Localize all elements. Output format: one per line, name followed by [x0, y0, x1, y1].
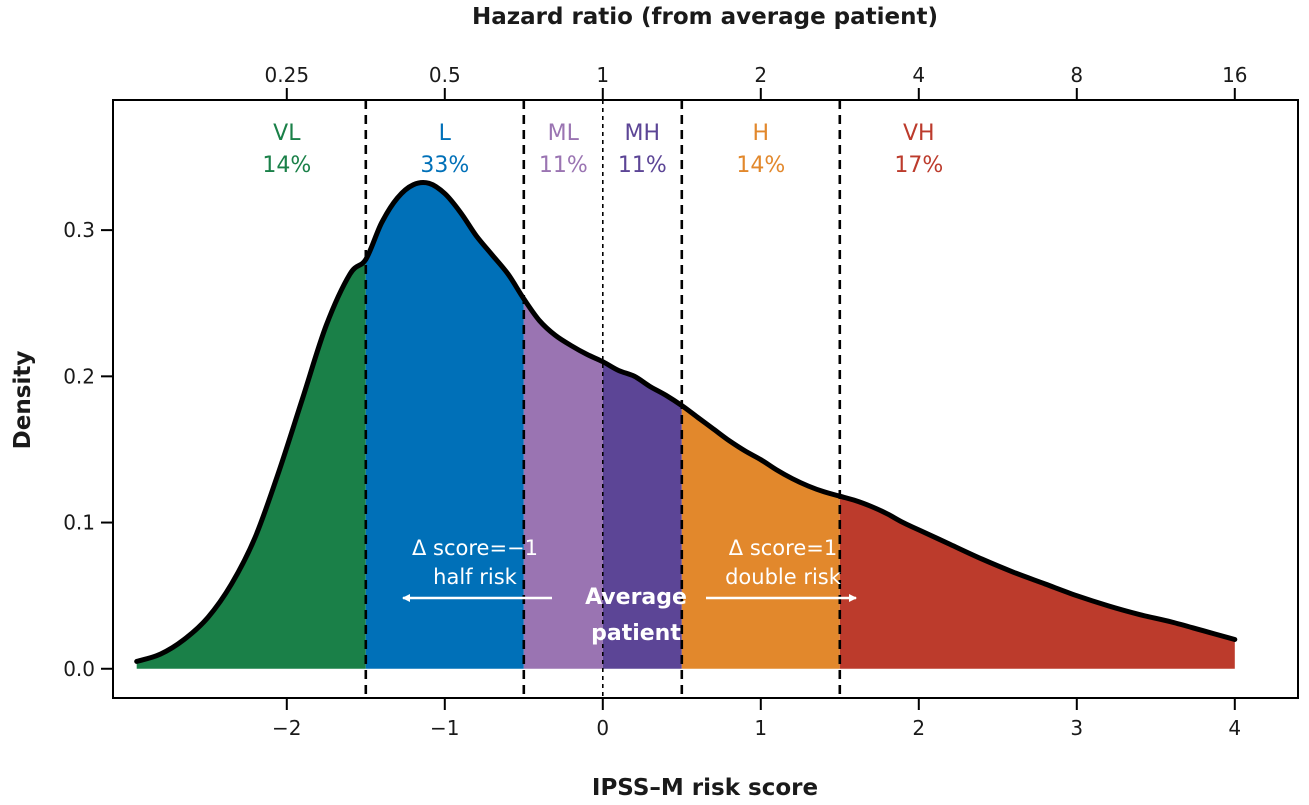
- category-name-vl: VL: [273, 121, 301, 146]
- x-tick-label: 1: [754, 716, 767, 740]
- half-risk-text-line2: half risk: [433, 565, 517, 589]
- fill-vl: [136, 259, 366, 669]
- category-labels: VL 14% L 33% ML 11% MH 11% H 14% VH 17%: [262, 121, 943, 178]
- half-risk-text-line1: Δ score=−1: [412, 536, 538, 560]
- top-axis-title: Hazard ratio (from average patient): [472, 4, 938, 30]
- y-axis-title: Density: [10, 351, 36, 450]
- top-tick-label: 0.25: [265, 63, 310, 87]
- category-name-ml: ML: [548, 121, 580, 146]
- category-percent-vh: 17%: [894, 153, 943, 178]
- top-axis: 0.25 0.5 1 2 4 8 16: [265, 63, 1248, 100]
- y-tick-label: 0.2: [63, 364, 95, 388]
- top-tick-label: 8: [1070, 63, 1083, 87]
- top-tick-label: 0.5: [429, 63, 461, 87]
- x-tick-label: −1: [430, 716, 459, 740]
- y-tick-label: 0.0: [63, 657, 95, 681]
- bottom-axis: −2 −1 0 1 2 3 4: [272, 698, 1241, 740]
- category-name-h: H: [753, 121, 770, 146]
- category-name-vh: VH: [903, 121, 935, 146]
- category-name-mh: MH: [625, 121, 661, 146]
- average-patient-line2: patient: [591, 621, 681, 646]
- fill-ml: [523, 298, 603, 669]
- category-fills: [136, 183, 1235, 669]
- x-tick-label: 4: [1228, 716, 1241, 740]
- y-tick-label: 0.3: [63, 218, 95, 242]
- fill-mh: [602, 361, 682, 669]
- category-percent-h: 14%: [736, 153, 785, 178]
- x-axis-title: IPSS–M risk score: [592, 775, 818, 801]
- plot-frame: [112, 99, 1299, 699]
- double-risk-text-line2: double risk: [725, 565, 842, 589]
- x-tick-label: 0: [596, 716, 609, 740]
- x-tick-label: −2: [272, 716, 301, 740]
- top-tick-label: 2: [754, 63, 767, 87]
- density-curve: [134, 180, 1238, 664]
- fill-l: [365, 183, 524, 669]
- left-axis: 0.0 0.1 0.2 0.3: [63, 218, 113, 681]
- category-percent-mh: 11%: [618, 153, 667, 178]
- average-patient-line1: Average: [585, 585, 687, 610]
- y-tick-label: 0.1: [63, 511, 95, 535]
- top-tick-label: 16: [1222, 63, 1247, 87]
- category-percent-l: 33%: [420, 153, 469, 178]
- category-name-l: L: [439, 121, 452, 146]
- category-percent-ml: 11%: [539, 153, 588, 178]
- category-percent-vl: 14%: [262, 153, 311, 178]
- x-tick-label: 3: [1070, 716, 1083, 740]
- fill-h: [681, 405, 840, 669]
- top-tick-label: 1: [596, 63, 609, 87]
- top-tick-label: 4: [912, 63, 925, 87]
- x-tick-label: 2: [912, 716, 925, 740]
- double-risk-text-line1: Δ score=1: [729, 536, 837, 560]
